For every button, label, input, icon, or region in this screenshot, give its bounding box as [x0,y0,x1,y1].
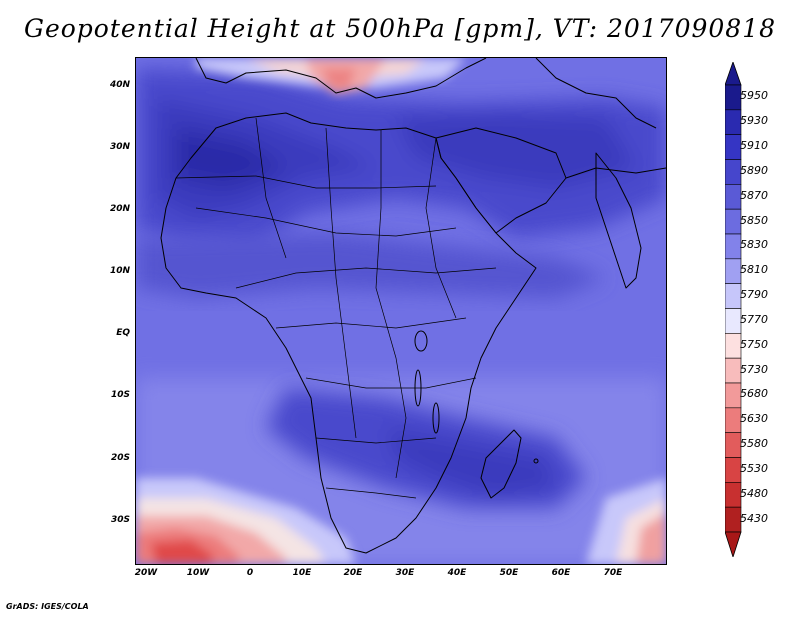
colorbar-level-label: 5730 [740,362,768,376]
colorbar-cell [725,84,742,111]
coastline-outlines [160,58,666,554]
colorbar-cell [725,258,742,284]
colorbar-level-label: 5630 [740,412,768,426]
northern-high-contours [136,68,666,248]
map-plot-area [135,57,667,565]
lon-label-70e: 70E [603,568,623,578]
colorbar-cell [725,159,742,185]
grads-credit: GrADS: IGES/COLA [6,602,89,611]
colorbar-cell [725,457,742,483]
lat-label-30n: 30N [109,142,130,152]
southeast-trough [586,478,666,564]
colorbar-cell [725,233,742,260]
colorbar-cell [725,308,742,334]
colorbar-level-label: 5480 [740,486,768,500]
colorbar-cell [725,482,742,508]
lon-label-60e: 60E [551,568,571,578]
lon-label-10w: 10W [186,568,210,578]
south-atlantic-trough [136,478,356,564]
lat-label-30s: 30S [110,515,130,525]
lat-label-10s: 10S [110,390,130,400]
colorbar-level-label: 5750 [740,337,768,351]
lon-label-20w: 20W [134,568,158,578]
colorbar-level-label: 5580 [740,437,768,451]
colorbar-level-label: 5870 [740,188,768,202]
color-bar [725,62,742,557]
lon-label-0: 0 [246,568,254,578]
colorbar-cell [725,184,742,210]
colorbar-level-label: 5430 [740,511,768,525]
colorbar-cell [725,283,742,309]
lat-label-40n: 40N [109,80,130,90]
lon-label-30e: 30E [395,568,415,578]
height-field-map [136,58,666,564]
lat-label-20s: 20S [110,453,130,463]
colorbar-level-label: 5790 [740,288,768,302]
lat-label-10n: 10N [109,266,130,276]
colorbar-cell [725,382,742,409]
colorbar-cell [725,407,742,433]
lon-label-20e: 20E [343,568,363,578]
colorbar-level-label: 5950 [740,89,768,103]
lon-label-10e: 10E [292,568,312,578]
colorbar-bottom-arrow [725,531,742,557]
colorbar-level-label: 5850 [740,213,768,227]
lat-label-eq: EQ [116,328,130,338]
colorbar-cell [725,357,742,384]
colorbar-level-label: 5930 [740,114,768,128]
mediterranean-trough [196,58,466,94]
colorbar-level-label: 5680 [740,387,768,401]
country-borders [175,117,497,499]
colorbar-level-label: 5810 [740,263,768,277]
colorbar-cell [725,506,742,533]
colorbar-level-label: 5830 [740,238,768,252]
lon-label-50e: 50E [499,568,519,578]
colorbar-cell [725,134,742,160]
colorbar-cell [725,333,742,359]
colorbar-level-label: 5890 [740,163,768,177]
lat-label-20n: 20N [109,204,130,214]
colorbar-cell [725,432,742,458]
sahel-band [136,233,606,298]
colorbar-level-label: 5530 [740,461,768,475]
southern-high-contours [266,388,586,508]
colorbar-level-label: 5770 [740,312,768,326]
map-title: Geopotential Height at 500hPa [gpm], VT:… [23,14,777,43]
colorbar-top-arrow [725,62,742,86]
lakes [414,330,539,464]
colorbar-cell [725,208,742,235]
lon-label-40e: 40E [447,568,467,578]
colorbar-level-label: 5910 [740,139,768,153]
colorbar-cell [725,109,742,135]
